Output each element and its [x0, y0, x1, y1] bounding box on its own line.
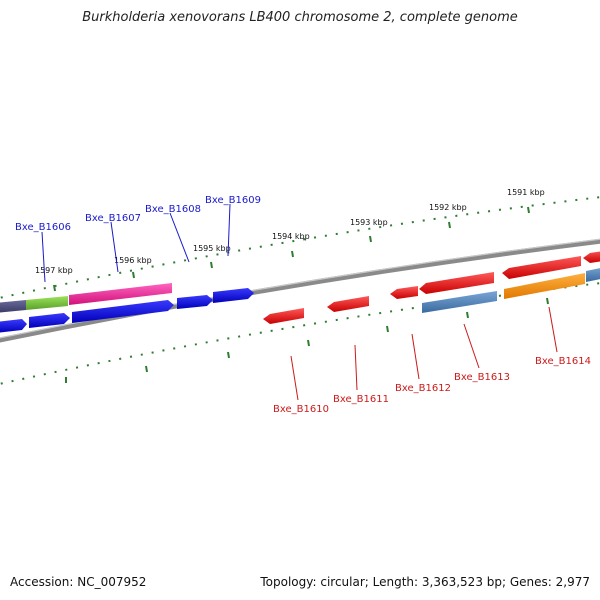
leader-bxe-b1612 — [411, 333, 420, 380]
reverse-strand-upper — [390, 250, 600, 299]
gene-bxe-b1613[interactable] — [422, 291, 497, 313]
major-tick-1597 — [53, 284, 56, 292]
gene-bxe-b1606[interactable] — [69, 283, 172, 305]
scale-label-1591: 1591 kbp — [507, 188, 545, 197]
gene-label-bxe-b1612[interactable]: Bxe_B1612 — [395, 383, 451, 394]
gene-unlabeled-green[interactable] — [26, 296, 68, 310]
inner-major-tick-d — [307, 339, 310, 347]
chromosome-backbone-highlight — [0, 238, 600, 339]
scale-label-1596: 1596 kbp — [114, 256, 152, 265]
reverse-gene-labels: Bxe_B1610 Bxe_B1611 Bxe_B1612 Bxe_B1613 … — [273, 306, 591, 415]
gene-bxe-b1610[interactable] — [263, 308, 304, 324]
gene-label-bxe-b1613[interactable]: Bxe_B1613 — [454, 372, 510, 383]
major-tick-1595 — [210, 261, 213, 269]
gene-label-bxe-b1608[interactable]: Bxe_B1608 — [145, 204, 201, 215]
forward-gene-labels: Bxe_B1606 Bxe_B1607 Bxe_B1608 Bxe_B1609 — [15, 195, 261, 283]
forward-strand-lower — [0, 288, 254, 333]
accession-label: Accession: NC_007952 — [10, 575, 147, 589]
gene-unlabeled-red-edge[interactable] — [583, 250, 600, 263]
gene-bxe-b1607[interactable] — [72, 300, 174, 323]
inner-major-tick-b — [145, 365, 148, 373]
gene-unlabeled-blue-mid[interactable] — [29, 313, 70, 328]
major-tick-1591 — [527, 206, 530, 214]
scale-label-1594: 1594 kbp — [272, 232, 310, 241]
gene-unlabeled-blue-left[interactable] — [0, 319, 27, 333]
inner-major-tick-g — [546, 297, 549, 305]
leader-bxe-b1608 — [169, 212, 190, 263]
major-tick-1593 — [369, 235, 372, 243]
gene-bxe-b1609[interactable] — [213, 288, 254, 303]
outer-minor-ticks — [0, 196, 600, 299]
gene-label-bxe-b1609[interactable]: Bxe_B1609 — [205, 195, 261, 206]
gene-unlabeled-red-right[interactable] — [502, 256, 581, 279]
gene-label-bxe-b1611[interactable]: Bxe_B1611 — [333, 394, 389, 405]
gene-bxe-b1614[interactable] — [504, 273, 585, 299]
gene-bxe-b1613-red[interactable] — [419, 272, 494, 294]
forward-strand-upper — [0, 283, 172, 313]
gene-unlabeled-steel-edge[interactable] — [586, 266, 600, 282]
map-title: Burkholderia xenovorans LB400 chromosome… — [82, 10, 518, 25]
inner-major-tick-e — [386, 325, 389, 333]
leader-bxe-b1614 — [548, 306, 558, 353]
leader-bxe-b1613 — [463, 323, 480, 369]
scale-label-1593: 1593 kbp — [350, 218, 388, 227]
leader-bxe-b1607 — [110, 221, 119, 273]
scale-label-1595: 1595 kbp — [193, 244, 231, 253]
gene-bxe-b1612[interactable] — [390, 286, 418, 299]
reverse-strand-lower — [263, 266, 600, 324]
leader-bxe-b1609 — [227, 203, 231, 257]
gene-label-bxe-b1610[interactable]: Bxe_B1610 — [273, 404, 329, 415]
major-tick-1592 — [448, 221, 451, 229]
leader-bxe-b1611 — [354, 344, 358, 391]
major-tick-1596 — [132, 271, 135, 279]
leader-bxe-b1606 — [41, 231, 46, 283]
gene-label-bxe-b1607[interactable]: Bxe_B1607 — [85, 213, 141, 224]
gene-bxe-b1608[interactable] — [177, 295, 213, 309]
gene-label-bxe-b1606[interactable]: Bxe_B1606 — [15, 222, 71, 233]
leader-bxe-b1610 — [290, 355, 299, 401]
gene-label-bxe-b1614[interactable]: Bxe_B1614 — [535, 356, 591, 367]
gene-bxe-b1611[interactable] — [327, 296, 369, 312]
scale-label-1597: 1597 kbp — [35, 266, 73, 275]
inner-major-tick-f — [466, 311, 469, 319]
outer-tick-track — [0, 196, 600, 299]
scale-label-1592: 1592 kbp — [429, 203, 467, 212]
inner-major-tick-c — [227, 351, 230, 359]
chromosome-backbone — [0, 238, 600, 343]
gene-unlabeled-slate[interactable] — [0, 300, 26, 313]
genome-summary: Topology: circular; Length: 3,363,523 bp… — [260, 575, 590, 589]
major-tick-1594 — [291, 250, 294, 258]
